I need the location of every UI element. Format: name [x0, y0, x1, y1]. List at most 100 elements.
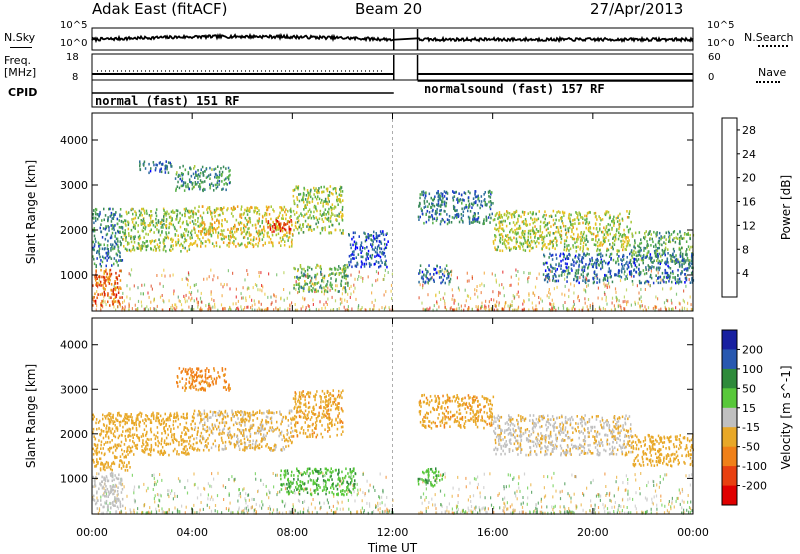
speckle-mark — [109, 501, 111, 505]
echo-cell — [622, 253, 625, 257]
echo-cell — [131, 248, 134, 251]
echo-cell — [328, 219, 330, 223]
speckle-mark — [468, 279, 470, 283]
echo-cell — [302, 289, 305, 293]
echo-cell — [484, 201, 486, 204]
echo-cell — [681, 254, 684, 258]
echo-cell — [627, 263, 629, 267]
speckle-mark — [619, 304, 621, 308]
echo-cell — [218, 225, 220, 229]
echo-cell — [93, 248, 95, 252]
echo-cell — [379, 264, 382, 268]
speckle-mark — [169, 492, 172, 495]
echo-cell — [272, 225, 274, 228]
echo-cell — [684, 281, 686, 284]
echo-cell — [537, 230, 539, 233]
echo-cell — [118, 274, 120, 277]
echo-cell — [384, 242, 386, 246]
echo-cell — [318, 217, 321, 221]
echo-cell — [321, 276, 324, 280]
speckle-mark — [159, 282, 161, 286]
echo-cell — [103, 276, 106, 279]
echo-cell — [375, 232, 377, 235]
echo-cell — [194, 176, 196, 179]
echo-cell — [202, 180, 204, 184]
speckle-mark — [159, 295, 162, 299]
speckle-mark — [249, 295, 251, 299]
echo-cell — [646, 255, 648, 258]
speckle-mark — [485, 308, 487, 312]
echo-cell — [440, 203, 442, 207]
echo-cell — [421, 212, 424, 215]
echo-cell — [225, 167, 227, 170]
echo-cell — [438, 194, 440, 198]
echo-cell — [265, 220, 268, 223]
speckle-mark — [236, 307, 238, 310]
speckle-mark — [391, 511, 393, 514]
echo-cell — [552, 223, 555, 227]
echo-cell — [95, 279, 97, 282]
echo-cell — [258, 237, 261, 241]
speckle-mark — [172, 306, 174, 310]
echo-cell — [680, 246, 683, 250]
echo-cell — [330, 192, 333, 195]
speckle-mark — [501, 283, 503, 287]
echo-cell — [221, 207, 224, 211]
echo-cell — [453, 207, 455, 211]
speckle-mark — [464, 288, 466, 292]
echo-cell — [272, 227, 274, 230]
echo-cell — [138, 244, 140, 247]
echo-cell — [519, 245, 521, 249]
echo-cell — [264, 241, 266, 245]
echo-cell — [622, 233, 624, 237]
echo-cell — [567, 216, 570, 220]
echo-cell — [537, 237, 539, 240]
speckle-mark — [144, 307, 146, 311]
echo-cell — [93, 229, 96, 233]
echo-cell — [649, 230, 651, 233]
echo-cell — [546, 261, 548, 265]
echo-cell — [316, 263, 318, 267]
echo-cell — [185, 220, 188, 223]
echo-cell — [152, 161, 155, 164]
echo-cell — [314, 275, 316, 279]
speckle-mark — [348, 287, 351, 290]
echo-cell — [144, 223, 146, 227]
echo-cell — [248, 231, 250, 234]
speckle-mark — [237, 499, 239, 503]
echo-cell — [266, 206, 269, 210]
echo-cell — [111, 264, 113, 267]
echo-cell — [552, 244, 554, 247]
speckle-mark — [512, 308, 514, 312]
echo-cell — [322, 226, 324, 230]
echo-cell — [95, 283, 97, 287]
echo-cell — [321, 228, 324, 232]
speckle-mark — [504, 305, 506, 309]
echo-cell — [324, 200, 326, 203]
echo-cell — [566, 266, 568, 270]
echo-cell — [494, 227, 496, 230]
echo-cell — [329, 185, 332, 188]
echo-cell — [102, 286, 105, 290]
echo-cell — [239, 215, 241, 218]
echo-cell — [293, 287, 295, 290]
nsky-line — [10, 47, 32, 48]
echo-cell — [138, 247, 140, 250]
echo-cell — [691, 252, 693, 256]
echo-cell — [587, 226, 590, 230]
echo-cell — [199, 222, 202, 226]
echo-cell — [554, 267, 556, 270]
echo-cell — [200, 181, 203, 184]
echo-cell — [555, 230, 557, 234]
echo-cell — [100, 264, 102, 268]
echo-cell — [600, 267, 602, 271]
speckle-mark — [100, 308, 102, 312]
speckle-mark — [178, 299, 180, 303]
speckle-mark — [283, 271, 285, 275]
echo-cell — [213, 211, 216, 214]
echo-cell — [648, 232, 650, 235]
echo-cell — [218, 176, 220, 179]
speckle-mark — [223, 306, 225, 310]
speckle-mark — [576, 505, 578, 509]
echo-cell — [98, 247, 101, 250]
